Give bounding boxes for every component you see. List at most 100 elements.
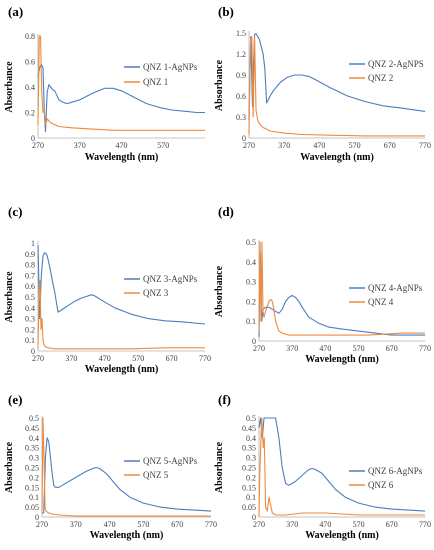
x-tick-label: 470 bbox=[116, 141, 128, 150]
x-tick-label: 470 bbox=[319, 520, 331, 529]
x-axis-title: Wavelength (nm) bbox=[305, 354, 379, 365]
x-tick-label: 370 bbox=[286, 520, 298, 529]
x-tick-label: 770 bbox=[199, 354, 211, 363]
chart-panel: (f) 00.050.10.150.20.250.30.350.40.450.5 2… bbox=[214, 392, 431, 541]
series-line bbox=[42, 437, 212, 514]
x-tick-label: 770 bbox=[419, 520, 431, 529]
chart-panel: (c) 0 0.1 0.20.3 0.4 0.5 0.6 0.70.8 0.9 1 270 370 47… bbox=[4, 204, 211, 375]
x-tick-label: 270 bbox=[32, 354, 44, 363]
y-tick-label: 0.6 bbox=[236, 92, 246, 101]
y-tick-label: 0.9 bbox=[236, 71, 246, 80]
chart-panel: (a) 0 0.2 0.4 0.6 0.8 270 370 470 570 Absorbance Wa… bbox=[4, 4, 205, 163]
y-axis-title: Absorbance bbox=[4, 271, 15, 323]
y-tick-label: 0.2 bbox=[29, 473, 39, 482]
y-tick-label: 0.05 bbox=[242, 503, 256, 512]
y-tick-label: 0.25 bbox=[242, 464, 256, 473]
legend-label: QNZ 4-AgNPs bbox=[368, 283, 423, 293]
x-tick-label: 570 bbox=[349, 141, 361, 150]
legend-label: QNZ 2-AgNPS bbox=[368, 59, 424, 69]
chart-panel: (e) 00.050.10.150.20.250.30.350.40.450.5 2… bbox=[4, 392, 217, 541]
x-tick-label: 670 bbox=[171, 520, 183, 529]
x-tick-label: 470 bbox=[313, 141, 325, 150]
y-tick-label: 0.05 bbox=[25, 503, 39, 512]
y-axis-title: Absorbance bbox=[214, 59, 225, 111]
y-tick-label: 0.1 bbox=[246, 317, 256, 326]
y-tick-label: 0.3 bbox=[246, 454, 256, 463]
chart-panel: (d) 0 0.1 0.2 0.3 0.4 0.5 270 370 470 570 670 770 Abs… bbox=[214, 204, 431, 365]
x-tick-label: 470 bbox=[99, 354, 111, 363]
x-tick-label: 770 bbox=[205, 520, 217, 529]
y-tick-label: 0.8 bbox=[25, 32, 35, 41]
y-tick-label: 0.15 bbox=[242, 483, 256, 492]
y-tick-label: 0.3 bbox=[29, 454, 39, 463]
y-tick-label: 0.5 bbox=[246, 414, 256, 423]
y-tick-label: 0 bbox=[31, 347, 35, 356]
y-tick-label: 0.3 bbox=[246, 278, 256, 287]
x-tick-label: 670 bbox=[386, 520, 398, 529]
y-tick-label: 0.15 bbox=[25, 483, 39, 492]
y-tick-label: 0.2 bbox=[25, 109, 35, 118]
x-axis-title: Wavelength (nm) bbox=[305, 530, 379, 541]
series-line bbox=[41, 417, 211, 517]
y-axis-title: Absorbance bbox=[214, 441, 225, 493]
x-tick-label: 670 bbox=[384, 141, 396, 150]
x-tick-label: 570 bbox=[137, 520, 149, 529]
y-tick-label: 0.4 bbox=[25, 83, 35, 92]
x-axis-title: Wavelength (nm) bbox=[90, 530, 164, 541]
y-tick-label: 0.35 bbox=[242, 444, 256, 453]
y-tick-label: 0.1 bbox=[25, 336, 35, 345]
y-tick-label: 0.7 bbox=[25, 271, 35, 280]
y-tick-label: 0 bbox=[242, 134, 246, 143]
chart-panel: (b) 0 0.3 0.6 0.9 1.2 1.5 270 370 470 570 670 770 Abs… bbox=[214, 4, 431, 163]
series-line bbox=[248, 35, 425, 137]
x-tick-label: 270 bbox=[253, 520, 265, 529]
x-tick-label: 370 bbox=[65, 354, 77, 363]
panel-label: (c) bbox=[8, 204, 22, 219]
x-tick-label: 470 bbox=[104, 520, 116, 529]
panel-label: (d) bbox=[218, 204, 234, 219]
series-line bbox=[258, 241, 425, 336]
series-line bbox=[258, 417, 425, 518]
y-tick-label: 0 bbox=[252, 513, 256, 522]
x-tick-label: 370 bbox=[74, 141, 86, 150]
x-tick-label: 570 bbox=[132, 354, 144, 363]
y-tick-label: 0 bbox=[252, 337, 256, 346]
y-tick-label: 0.4 bbox=[25, 304, 35, 313]
legend-label: QNZ 4 bbox=[368, 297, 394, 307]
y-axis-title: Absorbance bbox=[4, 61, 15, 113]
y-axis-title: Absorbance bbox=[214, 265, 225, 317]
y-tick-label: 0.6 bbox=[25, 58, 35, 67]
y-tick-label: 0.3 bbox=[236, 113, 246, 122]
y-tick-label: 0.1 bbox=[29, 493, 39, 502]
y-tick-label: 0.5 bbox=[25, 293, 35, 302]
x-tick-label: 370 bbox=[286, 344, 298, 353]
x-axis-title: Wavelength (nm) bbox=[85, 152, 159, 163]
x-tick-label: 570 bbox=[353, 344, 365, 353]
legend-label: QNZ 6-AgNPs bbox=[368, 466, 423, 476]
y-tick-label: 1.5 bbox=[236, 29, 246, 38]
x-tick-label: 270 bbox=[243, 141, 255, 150]
x-tick-label: 270 bbox=[32, 141, 44, 150]
x-tick-label: 270 bbox=[36, 520, 48, 529]
y-tick-label: 0.45 bbox=[25, 424, 39, 433]
y-tick-label: 0.9 bbox=[25, 250, 35, 259]
x-tick-label: 670 bbox=[386, 344, 398, 353]
series-line bbox=[258, 251, 425, 338]
y-tick-label: 0.4 bbox=[246, 434, 256, 443]
y-tick-label: 0.6 bbox=[25, 282, 35, 291]
y-tick-label: 0.4 bbox=[246, 258, 256, 267]
x-tick-label: 570 bbox=[157, 141, 169, 150]
y-tick-label: 0.3 bbox=[25, 315, 35, 324]
panel-label: (e) bbox=[8, 392, 22, 407]
legend-label: QNZ 6 bbox=[368, 480, 394, 490]
x-tick-label: 770 bbox=[419, 141, 431, 150]
y-tick-label: 0.4 bbox=[29, 434, 39, 443]
y-tick-label: 0.2 bbox=[246, 297, 256, 306]
y-tick-label: 0 bbox=[31, 134, 35, 143]
y-tick-label: 0.45 bbox=[242, 424, 256, 433]
series-line bbox=[37, 245, 206, 325]
x-axis-title: Wavelength (nm) bbox=[300, 152, 374, 163]
legend-label: QNZ 1 bbox=[143, 77, 168, 87]
y-tick-label: 0.5 bbox=[29, 414, 39, 423]
